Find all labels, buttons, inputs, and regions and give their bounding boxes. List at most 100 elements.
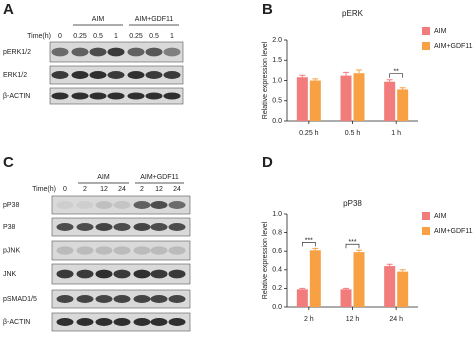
legend-label: AIM — [434, 213, 447, 220]
lane-label: 1 — [170, 33, 174, 40]
panel-label: B — [262, 1, 273, 18]
y-tick-label: 1.5 — [272, 57, 282, 64]
blot-band — [163, 71, 181, 79]
error-bar — [312, 247, 319, 251]
lane-label: 12 — [100, 186, 108, 193]
error-bar — [299, 287, 306, 290]
blot-band — [150, 246, 168, 255]
blot-band — [56, 223, 74, 231]
lane-label: 0.25 — [73, 33, 87, 40]
bar — [309, 250, 321, 307]
blot-band — [113, 223, 131, 231]
blot-band — [95, 295, 113, 303]
row-label: pSMAD1/5 — [3, 296, 37, 303]
bar — [296, 289, 308, 307]
blot-strip — [51, 195, 191, 215]
blot-band — [89, 47, 107, 57]
blot-band — [51, 47, 69, 57]
significance-label: *** — [348, 239, 356, 246]
blot-band — [168, 295, 186, 303]
blot-band — [95, 201, 113, 209]
y-tick-label: 0.5 — [272, 98, 282, 105]
blot-band — [51, 92, 69, 100]
blot-band — [71, 47, 89, 57]
blot-band — [107, 71, 125, 79]
error-bar — [343, 71, 349, 76]
blot-band — [56, 269, 74, 279]
blot-band — [145, 47, 163, 57]
blot-band — [168, 223, 186, 231]
blot-band — [163, 92, 181, 100]
blot-band — [71, 71, 89, 79]
blot-band — [168, 246, 186, 255]
x-tick-label: 2 h — [304, 316, 314, 323]
error-bar — [399, 87, 406, 90]
blot-band — [76, 201, 94, 209]
significance-bracket — [389, 73, 404, 78]
blot-band — [113, 269, 131, 279]
legend-label: AIM — [434, 28, 447, 35]
x-tick-label: 0.25 h — [299, 130, 319, 137]
blot-band — [113, 246, 131, 255]
blot-band — [133, 295, 151, 303]
lane-label: 2 — [83, 186, 87, 193]
blot-band — [95, 318, 113, 326]
blot-band — [133, 246, 151, 255]
legend-swatch — [422, 227, 430, 235]
y-axis-label: Relative expression level — [262, 41, 269, 119]
blot-band — [76, 318, 94, 326]
y-tick-label: 0.0 — [272, 118, 282, 125]
group-label: AIM — [92, 16, 105, 23]
lane-label: 24 — [173, 186, 181, 193]
y-tick-label: 0.6 — [272, 248, 282, 255]
bar — [309, 80, 321, 121]
blot-band — [76, 246, 94, 255]
legend-swatch — [422, 42, 430, 50]
blot-band — [76, 269, 94, 279]
blot-band — [150, 318, 168, 326]
lane-label: 0.25 — [129, 33, 143, 40]
lane-label: 0 — [63, 186, 67, 193]
blot-band — [89, 92, 107, 100]
time-label: Time(h) — [32, 186, 56, 193]
blot-band — [127, 47, 145, 57]
significance-label: *** — [305, 237, 313, 244]
panel-label: D — [262, 154, 273, 171]
group-label: AIM — [97, 174, 110, 181]
blot-band — [107, 47, 125, 57]
blot-band — [168, 318, 186, 326]
row-label: pP38 — [3, 202, 19, 209]
x-tick-label: 12 h — [346, 316, 360, 323]
error-bar — [356, 249, 362, 253]
blot-band — [150, 201, 168, 209]
error-bar — [356, 69, 362, 74]
blot-band — [107, 92, 125, 100]
blot-band — [127, 71, 145, 79]
chart-title: pERK — [342, 9, 364, 18]
blot-band — [127, 92, 145, 100]
legend-swatch — [422, 212, 430, 220]
error-bar — [399, 269, 406, 272]
blot-band — [76, 223, 94, 231]
lane-label: 24 — [118, 186, 126, 193]
bar — [397, 89, 409, 121]
y-tick-label: 1.0 — [272, 77, 282, 84]
x-tick-label: 24 h — [389, 316, 403, 323]
bar — [353, 73, 365, 121]
lane-label: 0 — [58, 33, 62, 40]
lane-label: 0.5 — [93, 33, 103, 40]
lane-label: 0.5 — [149, 33, 159, 40]
lane-label: 1 — [114, 33, 118, 40]
blot-band — [95, 269, 113, 279]
significance-bracket — [345, 243, 360, 249]
blot-band — [133, 269, 151, 279]
blot-band — [113, 295, 131, 303]
group-label: AIM+GDF11 — [135, 16, 174, 23]
blot-band — [113, 318, 131, 326]
y-tick-label: 0.2 — [272, 285, 282, 292]
legend-label: AIM+GDF11 — [434, 228, 473, 235]
error-bar — [312, 78, 319, 81]
blot-band — [145, 92, 163, 100]
blot-band — [71, 92, 89, 100]
